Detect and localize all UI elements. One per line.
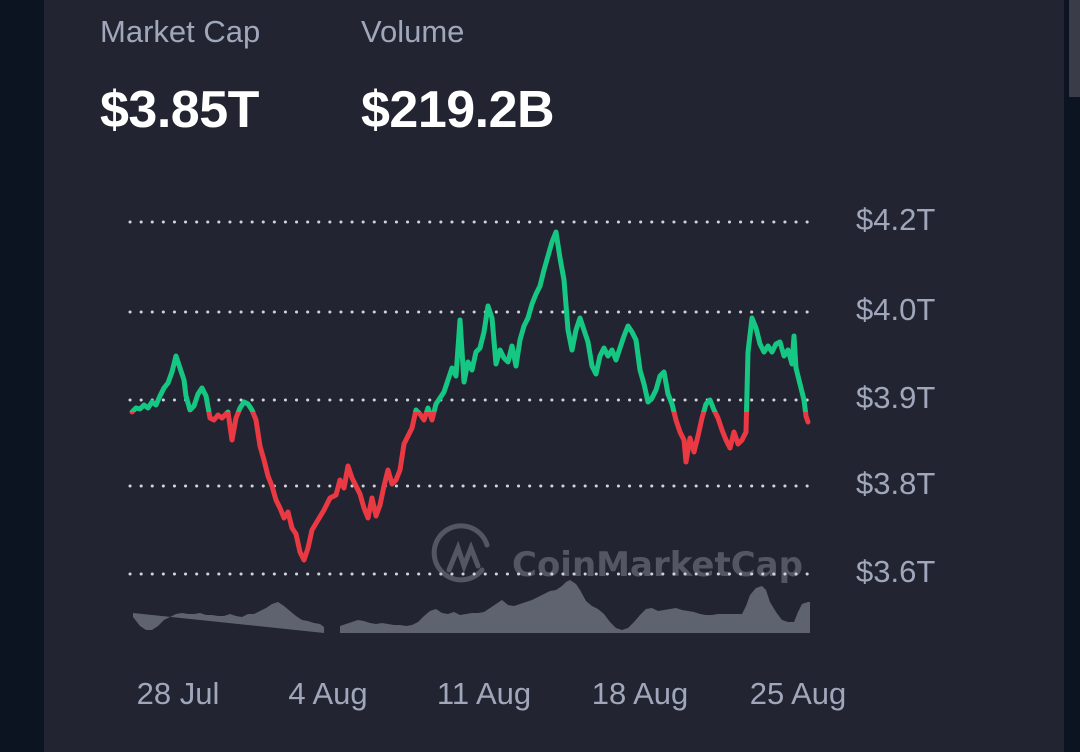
y-axis-label: $4.2T [856, 202, 936, 237]
x-axis-label: 25 Aug [749, 676, 847, 711]
volume-label: Volume [361, 14, 465, 49]
coinmarketcap-watermark: CoinMarketCap [431, 523, 803, 585]
scrollbar-thumb[interactable] [1069, 0, 1080, 97]
y-axis-label: $4.0T [856, 292, 936, 327]
x-axis-label: 11 Aug [436, 676, 532, 711]
volume-value: $219.2B [361, 81, 555, 139]
x-axis-label: 4 Aug [288, 676, 368, 711]
x-axis-label: 28 Jul [136, 676, 220, 711]
coinmarketcap-logo-icon [431, 523, 490, 583]
watermark-text: CoinMarketCap [512, 545, 803, 585]
scrollbar-track[interactable] [1064, 0, 1080, 752]
market-cap-label: Market Cap [100, 14, 261, 49]
y-axis-label: $3.6T [856, 554, 936, 589]
market-cap-value: $3.85T [100, 81, 259, 139]
price-line [129, 229, 811, 563]
y-axis-label: $3.8T [856, 466, 936, 501]
x-axis-label: 18 Aug [591, 676, 689, 711]
volume-bars [133, 580, 810, 633]
y-axis-label: $3.9T [856, 380, 936, 415]
